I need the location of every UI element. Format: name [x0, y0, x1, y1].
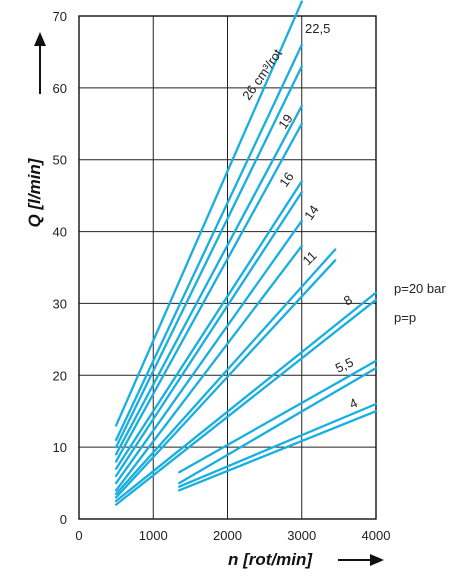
y-tick-label-0: 0	[60, 512, 67, 527]
series-line-6	[114, 190, 303, 478]
series-line-9	[114, 248, 337, 496]
series-line-5	[114, 180, 303, 470]
x-tick-label-1: 1000	[139, 528, 168, 543]
label-5-5: 5,5	[333, 354, 356, 375]
series-layer	[114, 0, 378, 506]
x-tick-label-0: 0	[75, 528, 82, 543]
y-tick-label-2: 20	[53, 368, 67, 383]
y-tick-label-5: 50	[53, 153, 67, 168]
x-tick-label-3: 3000	[287, 528, 316, 543]
x-tick-label-4: 4000	[362, 528, 391, 543]
label-pp: p=p	[394, 310, 416, 325]
y-axis-title: Q [l/min]	[25, 157, 44, 227]
y-tick-label-7: 70	[53, 9, 67, 24]
y-tick-label-3: 30	[53, 296, 67, 311]
label-8: 8	[341, 292, 355, 309]
x-axis-arrow-icon	[338, 554, 384, 566]
y-axis-arrow-icon	[34, 32, 46, 94]
series-line-3	[114, 104, 303, 456]
grid-layer	[79, 16, 376, 519]
label-19: 19	[275, 111, 296, 131]
series-line-12	[114, 298, 378, 506]
series-line-14	[178, 366, 378, 485]
tick-layer: 0 1000 2000 3000 4000 0 10 20 30 40 50 60 70	[53, 9, 391, 543]
series-line-16	[178, 410, 378, 492]
series-line-8	[114, 244, 303, 492]
label-11: 11	[300, 248, 320, 268]
y-tick-label-6: 60	[53, 81, 67, 96]
plot-frame	[78, 15, 377, 520]
series-line-7	[114, 219, 303, 485]
series-line-13	[178, 359, 378, 474]
series-line-11	[114, 291, 378, 503]
series-line-0	[114, 0, 303, 427]
label-4: 4	[347, 395, 360, 412]
label-22-5: 22,5	[305, 21, 330, 36]
series-line-15	[178, 402, 378, 488]
x-axis-title: n [rot/min]	[228, 550, 313, 569]
series-line-1	[114, 43, 303, 442]
y-tick-label-1: 10	[53, 440, 67, 455]
series-line-2	[114, 65, 303, 449]
label-16: 16	[276, 169, 297, 189]
series-line-4	[114, 122, 303, 463]
series-line-10	[114, 259, 337, 499]
label-14: 14	[301, 202, 322, 222]
label-p20: p=20 bar	[394, 281, 446, 296]
y-tick-label-4: 40	[53, 225, 67, 240]
x-tick-label-2: 2000	[213, 528, 242, 543]
